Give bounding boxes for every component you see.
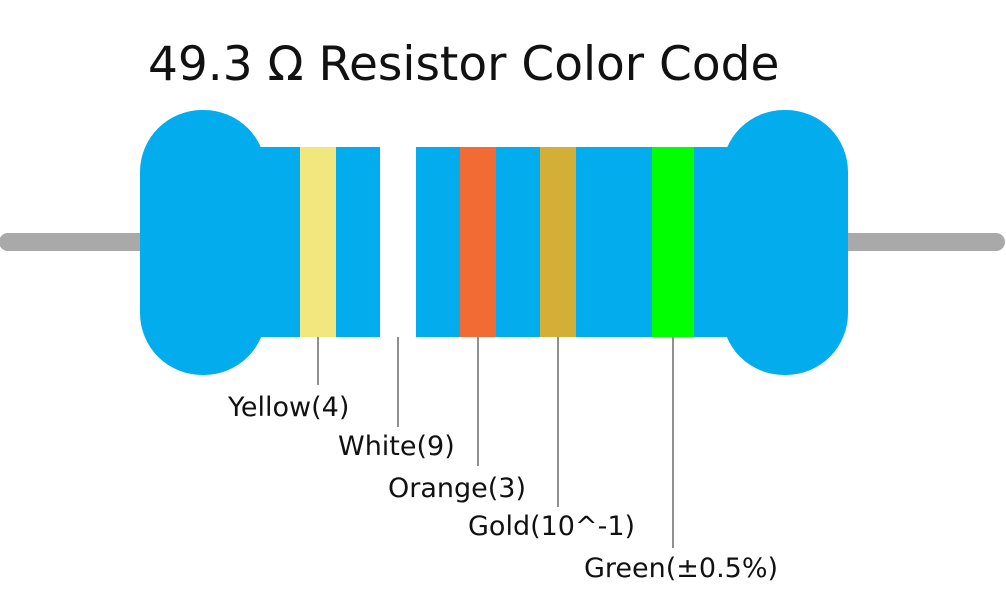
color-band xyxy=(300,147,336,337)
color-band xyxy=(652,147,694,337)
color-band xyxy=(540,147,576,337)
color-band xyxy=(380,147,416,337)
band-label: White(9) xyxy=(338,431,455,462)
left-cap xyxy=(140,110,266,375)
bands: Yellow(4) White(9) Orange(3) Gold(10^-1) Gre… xyxy=(227,147,778,584)
band-label: Gold(10^-1) xyxy=(468,511,635,542)
band-label: Yellow(4) xyxy=(227,392,349,423)
color-band xyxy=(460,147,496,337)
right-cap xyxy=(722,110,848,375)
band-label: Orange(3) xyxy=(388,473,526,504)
title: 49.3 Ω Resistor Color Code xyxy=(148,37,779,92)
band-label: Green(±0.5%) xyxy=(584,553,778,584)
